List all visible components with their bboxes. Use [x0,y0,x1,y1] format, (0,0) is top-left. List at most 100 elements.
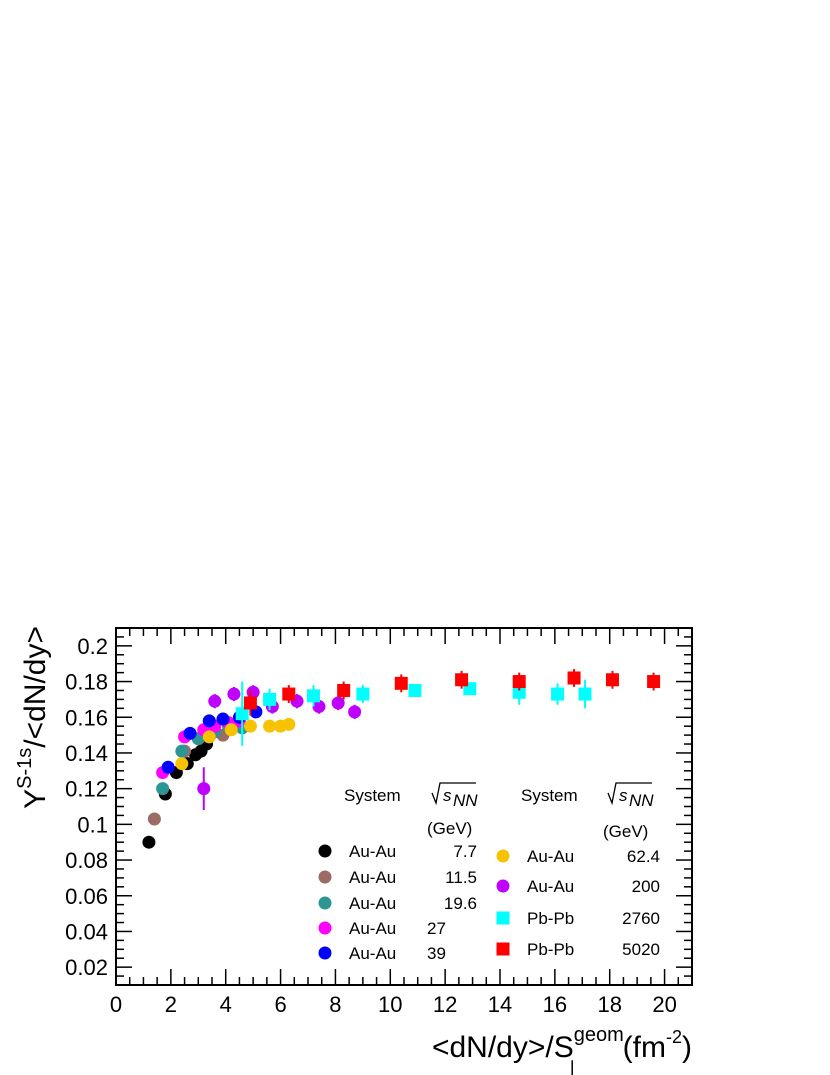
data-point [578,687,592,701]
legend: System s NN(GeV)System s NN(GeV)Au-Au 7.7Au-A… [318,782,660,963]
x-tick-label: 16 [543,992,567,1017]
legend-marker [496,879,510,893]
x-axis-title-main: <dN/dy>/S [432,1031,574,1064]
x-tick-label: 8 [329,992,341,1017]
legend-energy-label: 200 [632,877,660,896]
y-tick-label: 0.02 [65,955,108,980]
legend-header-unit: (GeV) [603,822,648,841]
legend-energy-header: s NN [607,782,654,810]
data-point [208,694,222,708]
x-tick-label: 2 [165,992,177,1017]
x-tick-label: 18 [597,992,621,1017]
data-point [183,726,197,740]
data-point [512,685,526,699]
legend-marker [318,844,332,858]
data-point [337,683,351,697]
legend-header-unit: (GeV) [427,819,472,838]
legend-energy-header: s NN [431,782,478,810]
y-axis-title-sup: S-1s [14,748,36,789]
data-point [263,719,277,733]
y-axis: 0.02 0.04 0.06 0.08 0.1 0.12 0.14 0.16 0.18 0.2 [65,627,692,986]
data-point [567,671,581,685]
legend-energy-label: 19.6 [444,894,477,913]
legend-system-label: Au-Au [349,944,396,963]
legend-energy-symbol: s [619,786,628,805]
data-point [312,700,326,714]
data-point [147,812,161,826]
legend-system-label: Au-Au [527,847,574,866]
legend-entry: Au-Au 62.4 [496,847,660,866]
legend-entry: Pb-Pb 2760 [496,909,660,928]
x-axis-title: <dN/dy>/Sgeom ⊥ (fm-2) [432,1024,692,1075]
legend-entry: Au-Au 19.6 [318,894,477,913]
data-point [224,723,238,737]
legend-energy-label: 39 [427,944,446,963]
x-tick-label: 12 [433,992,457,1017]
data-point [455,673,469,687]
series-pb-pb-5020 [243,669,661,716]
x-tick-label: 6 [274,992,286,1017]
y-tick-label: 0.2 [77,634,108,659]
x-tick-label: 20 [652,992,676,1017]
legend-marker [496,849,510,863]
y-tick-label: 0.08 [65,848,108,873]
data-point [175,744,189,758]
data-point [394,676,408,690]
data-point [243,696,257,710]
data-point [175,757,189,771]
data-point [331,696,345,710]
legend-entry: Pb-Pb 5020 [496,940,660,959]
y-tick-label: 0.04 [65,919,108,944]
legend-marker [318,921,332,935]
data-point [263,692,277,706]
legend-entry: Au-Au 27 [318,919,446,938]
data-point [282,717,296,731]
legend-system-label: Au-Au [349,842,396,861]
legend-marker [496,911,510,925]
legend-marker [318,870,332,884]
legend-system-label: Au-Au [349,868,396,887]
data-point [243,719,257,733]
x-tick-label: 4 [220,992,232,1017]
y-tick-label: 0.06 [65,884,108,909]
x-tick-label: 0 [110,992,122,1017]
y-tick-label: 0.16 [65,705,108,730]
legend-energy-label: 5020 [622,940,660,959]
data-marks [142,669,661,849]
legend-system-label: Au-Au [349,894,396,913]
x-axis: 0 2 4 6 8 10 12 14 16 18 20 [110,628,693,1017]
legend-marker [318,896,332,910]
y-tick-label: 0.1 [77,812,108,837]
legend-header-system: System [521,786,578,805]
legend-marker [496,942,510,956]
data-point [161,760,175,774]
legend-entry: Au-Au 200 [496,877,660,896]
sqrt-symbol [431,782,476,806]
data-point [202,714,216,728]
legend-header-system: System [344,786,401,805]
data-point [235,707,249,721]
y-tick-label: 0.18 [65,670,108,695]
series-au-au-200 [197,685,362,811]
y-tick-label: 0.14 [65,741,108,766]
data-point [605,673,619,687]
data-point [356,687,370,701]
data-point [306,689,320,703]
data-point [512,675,526,689]
legend-energy-sub: NN [453,791,478,810]
data-point [216,712,230,726]
series-pb-pb-2760 [235,679,592,746]
data-point [142,835,156,849]
legend-system-label: Pb-Pb [527,940,574,959]
data-point [202,730,216,744]
y-axis-title-main: Y [19,789,52,809]
x-axis-title-unit: (fm [623,1031,666,1064]
legend-entry: Au-Au 7.7 [318,842,477,861]
legend-energy-label: 7.7 [453,842,477,861]
data-point [156,782,170,796]
y-axis-title-rest: /<dN/dy> [19,626,52,748]
data-point [408,683,422,697]
legend-system-label: Au-Au [349,919,396,938]
legend-system-label: Pb-Pb [527,909,574,928]
